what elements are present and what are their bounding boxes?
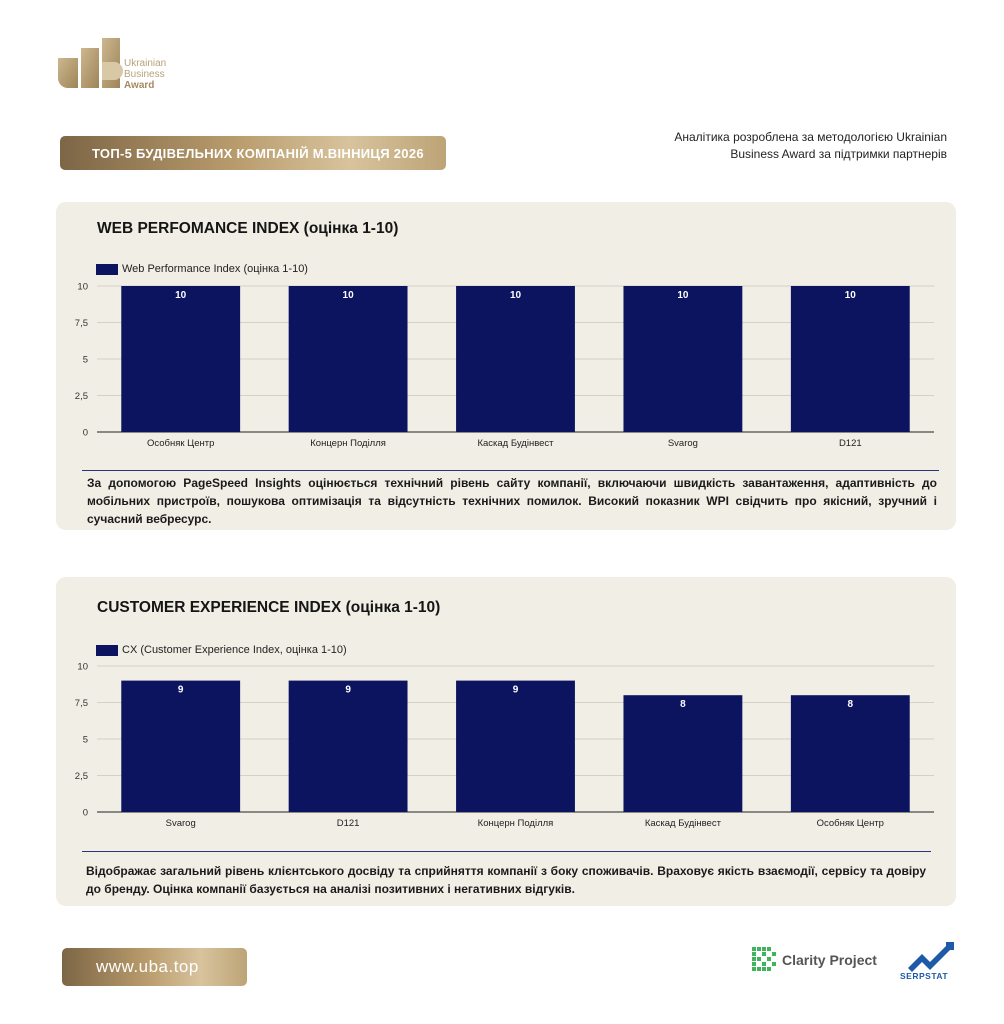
bar-data-label: 10 bbox=[845, 290, 857, 301]
divider bbox=[82, 851, 931, 852]
bar bbox=[790, 695, 910, 812]
y-tick-label: 2,5 bbox=[75, 391, 88, 402]
y-tick-label: 10 bbox=[77, 282, 88, 293]
bar-data-label: 8 bbox=[848, 699, 854, 710]
x-tick-label: Svarog bbox=[668, 438, 698, 449]
legend-label: Web Performance Index (оцінка 1-10) bbox=[122, 263, 308, 275]
divider bbox=[82, 470, 939, 471]
y-tick-label: 7,5 bbox=[75, 318, 88, 329]
customer-experience-card: CUSTOMER EXPERIENCE INDEX (оцінка 1-10) … bbox=[56, 577, 956, 906]
x-tick-label: Концерн Поділля bbox=[478, 818, 554, 829]
methodology-note: Аналітика розроблена за методологією Ukr… bbox=[674, 130, 947, 161]
bar bbox=[456, 680, 575, 812]
x-tick-label: Особняк Центр bbox=[147, 438, 214, 449]
bar-data-label: 8 bbox=[680, 699, 686, 710]
website-link[interactable]: www.uba.top bbox=[62, 948, 247, 986]
x-tick-label: Концерн Поділля bbox=[310, 438, 386, 449]
x-tick-label: Особняк Центр bbox=[817, 818, 884, 829]
bar bbox=[623, 286, 743, 432]
web-performance-card: WEB PERFOMANCE INDEX (оцінка 1-10) Web P… bbox=[56, 202, 956, 530]
chart-legend: CX (Customer Experience Index, оцінка 1-… bbox=[96, 644, 347, 656]
chart-description: Відображає загальний рівень клієнтського… bbox=[86, 864, 926, 896]
bar bbox=[790, 286, 910, 432]
clarity-project-partner: Clarity Project bbox=[752, 947, 877, 973]
x-tick-label: D121 bbox=[337, 818, 360, 829]
bar bbox=[288, 286, 408, 432]
bar bbox=[121, 680, 241, 812]
y-tick-label: 5 bbox=[83, 355, 88, 366]
x-tick-label: Каскад Будінвест bbox=[645, 818, 722, 829]
logo-line-ukrainian: Ukrainian bbox=[124, 58, 167, 69]
bar-data-label: 10 bbox=[677, 290, 689, 301]
bar bbox=[623, 695, 743, 812]
y-tick-label: 0 bbox=[83, 428, 88, 439]
y-tick-label: 10 bbox=[77, 662, 88, 673]
bar bbox=[121, 286, 241, 432]
legend-label: CX (Customer Experience Index, оцінка 1-… bbox=[122, 644, 347, 656]
ukrainian-business-award-logo bbox=[58, 38, 123, 88]
bar bbox=[456, 286, 575, 432]
bar bbox=[288, 680, 408, 812]
page-title: ТОП-5 БУДІВЕЛЬНИХ КОМПАНІЙ М.ВІННИЦЯ 202… bbox=[60, 136, 446, 170]
bar-data-label: 9 bbox=[513, 685, 519, 696]
logo-line-business: Business bbox=[124, 69, 165, 80]
clarity-project-icon bbox=[752, 947, 776, 971]
bar-data-label: 10 bbox=[510, 290, 522, 301]
y-tick-label: 2,5 bbox=[75, 771, 88, 782]
chart-description: За допомогою PageSpeed Insights оцінюєть… bbox=[87, 476, 937, 526]
y-tick-label: 7,5 bbox=[75, 698, 88, 709]
clarity-project-name: Clarity Project bbox=[782, 952, 877, 968]
chart-title: CUSTOMER EXPERIENCE INDEX (оцінка 1-10) bbox=[97, 599, 441, 616]
bar-data-label: 10 bbox=[175, 290, 187, 301]
x-tick-label: D121 bbox=[839, 438, 862, 449]
logo-wordmark: Ukrainian Business Award bbox=[124, 58, 166, 91]
chart-title: WEB PERFOMANCE INDEX (оцінка 1-10) bbox=[97, 220, 399, 237]
legend-swatch bbox=[96, 644, 118, 656]
logo-line-award: Award bbox=[124, 80, 155, 91]
legend-swatch bbox=[96, 263, 118, 275]
bar-data-label: 10 bbox=[343, 290, 355, 301]
y-tick-label: 5 bbox=[83, 735, 88, 746]
x-tick-label: Каскад Будінвест bbox=[477, 438, 554, 449]
serpstat-name: SERPSTAT bbox=[900, 971, 949, 981]
customer-experience-chart: 0 2,5 5 7,5 10 9 Svarog 9 D121 9 Концерн Поділля 8 К… bbox=[75, 662, 934, 829]
bar-data-label: 9 bbox=[345, 685, 351, 696]
chart-legend: Web Performance Index (оцінка 1-10) bbox=[96, 263, 308, 275]
x-tick-label: Svarog bbox=[166, 818, 196, 829]
y-tick-label: 0 bbox=[83, 808, 88, 819]
web-performance-chart: 0 2,5 5 7,5 10 10 Особняк Центр 10 Концерн Поділ… bbox=[75, 282, 934, 449]
bar-data-label: 9 bbox=[178, 685, 184, 696]
serpstat-icon bbox=[908, 942, 954, 972]
